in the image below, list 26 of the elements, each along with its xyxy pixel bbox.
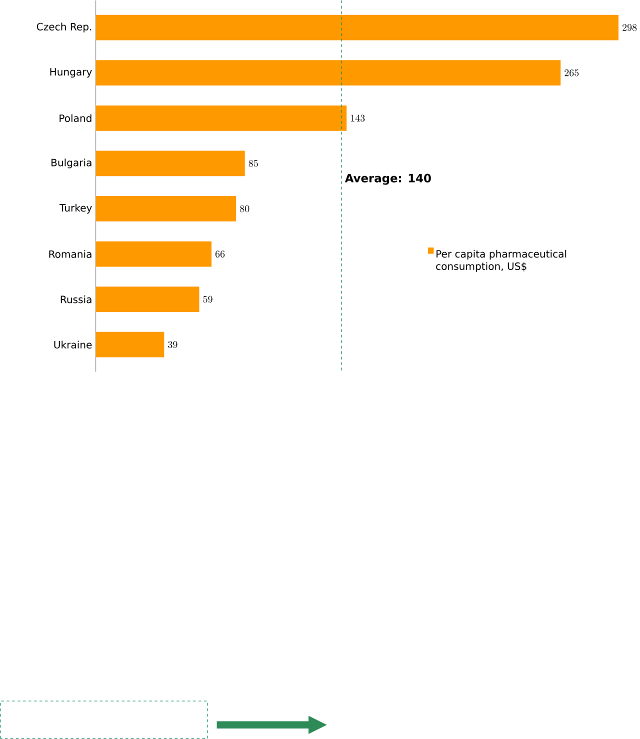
bar xyxy=(96,332,164,358)
y-tick-label: Ukraine xyxy=(54,340,92,349)
y-tick-label: Poland xyxy=(59,114,92,122)
data-label: 143 xyxy=(350,114,365,122)
ref-line-label: Average: 140 xyxy=(344,174,431,185)
data-label: 298 xyxy=(622,24,636,31)
y-tick-label: Hungary xyxy=(50,68,92,78)
y-tick-label: Romania xyxy=(49,250,92,258)
y-tick-label: Turkey xyxy=(59,204,92,214)
data-label: 66 xyxy=(215,250,224,258)
bar xyxy=(96,150,245,176)
y-tick-label: Czech Rep. xyxy=(36,22,91,32)
bar xyxy=(96,196,236,222)
data-label: 59 xyxy=(203,296,212,303)
legend-label: Per capita pharmaceutical consumption, US$ xyxy=(436,250,566,272)
bar xyxy=(96,241,212,267)
data-label: 39 xyxy=(168,341,178,348)
data-label: 265 xyxy=(564,69,578,76)
data-label: 85 xyxy=(248,160,258,167)
bar xyxy=(96,105,346,131)
y-tick-label: Bulgaria xyxy=(51,158,92,168)
data-label: 80 xyxy=(240,205,250,212)
bar xyxy=(96,286,200,312)
y-tick-label: Russia xyxy=(60,295,92,304)
bar xyxy=(96,60,560,86)
bar xyxy=(96,14,618,40)
